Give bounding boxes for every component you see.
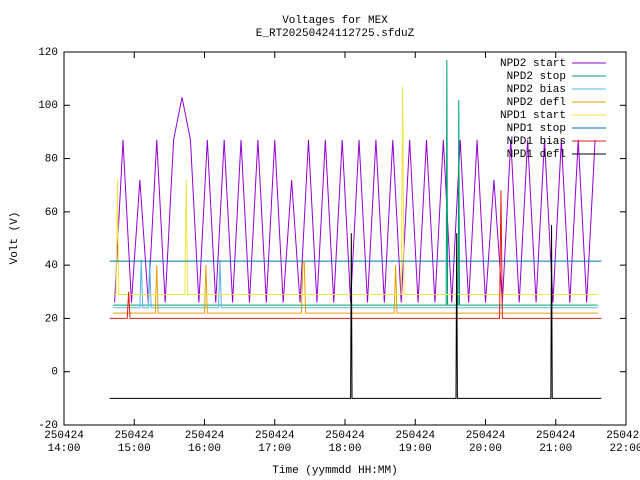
legend-label: NPD1 defl — [507, 149, 566, 161]
x-tick-label: 250424 17:00 — [254, 430, 295, 455]
x-tick-label: 250424 14:00 — [44, 430, 84, 455]
series-line — [113, 261, 598, 314]
series-line — [109, 190, 602, 319]
chart-subtitle: E_RT20250424112725.sfduZ — [256, 28, 415, 40]
legend-label: NPD2 bias — [507, 84, 566, 96]
legend-label: NPD2 stop — [507, 71, 566, 83]
legend-label: NPD2 defl — [507, 97, 566, 109]
y-tick-label: 0 — [51, 367, 58, 379]
legend-label: NPD2 start — [500, 58, 566, 70]
y-tick-label: 120 — [38, 47, 58, 59]
series-line — [109, 225, 602, 399]
y-tick-label: 80 — [45, 153, 58, 165]
y-axis-label: Volt (V) — [9, 212, 21, 265]
plot-border — [63, 51, 627, 426]
x-tick-label: 250424 16:00 — [184, 430, 225, 455]
x-tick-label: 250424 21:00 — [535, 430, 576, 455]
x-tick-label: 250424 15:00 — [114, 430, 155, 455]
chart-title: Voltages for MEX — [282, 15, 388, 27]
y-tick-label: 100 — [38, 100, 58, 112]
series-line — [113, 86, 598, 295]
series-line — [113, 59, 598, 306]
x-tick-label: 250424 22:00 — [606, 430, 640, 455]
y-tick-label: 20 — [45, 313, 58, 325]
legend-label: NPD1 start — [500, 110, 566, 122]
x-tick-label: 250424 19:00 — [395, 430, 436, 455]
x-tick-label: 250424 20:00 — [465, 430, 506, 455]
y-tick-label: 60 — [45, 207, 58, 219]
legend-label: NPD1 stop — [507, 123, 566, 135]
y-tick-label: 40 — [45, 260, 58, 272]
series-line — [113, 259, 598, 309]
series-line — [114, 97, 596, 303]
x-axis-label: Time (yymmdd HH:MM) — [272, 465, 397, 477]
legend-label: NPD1 bias — [507, 136, 566, 148]
y-tick-label: -20 — [38, 420, 58, 432]
x-tick-label: 250424 18:00 — [325, 430, 365, 455]
